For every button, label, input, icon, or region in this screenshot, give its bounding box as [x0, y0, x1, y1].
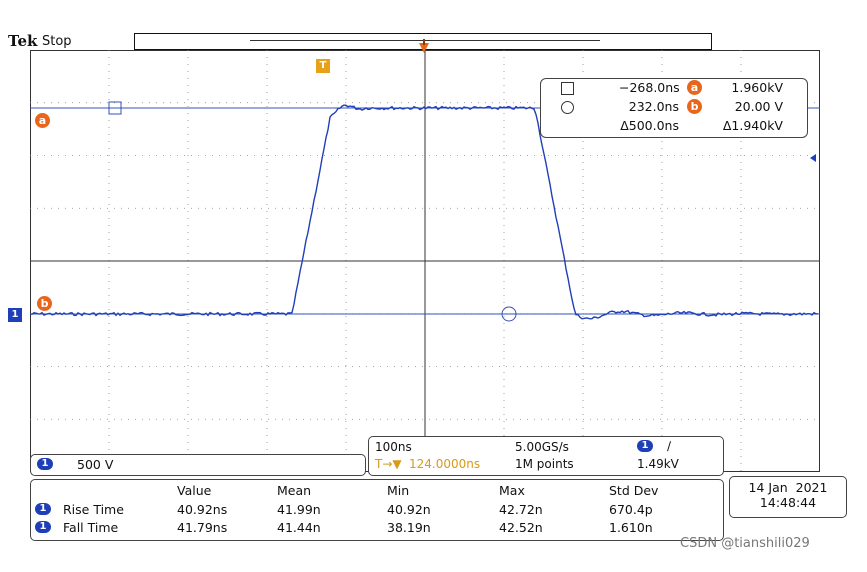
cursor-a-square[interactable] [108, 101, 122, 115]
trigger-level: 1.49kV [637, 457, 679, 471]
channel-1-ground-marker[interactable]: 1 [8, 308, 22, 322]
cursor-a-label: a [687, 80, 702, 95]
watermark: CSDN @tianshili029 [680, 536, 810, 551]
measurement-name: Fall Time [63, 520, 119, 535]
measurement-std-dev: 1.610n [609, 520, 653, 535]
cursor-b-circle[interactable] [501, 306, 517, 322]
tek-logo: Tek [8, 32, 38, 50]
measurement-min: 38.19n [387, 520, 431, 535]
measurement-name: Rise Time [63, 502, 124, 517]
measurement-max: 42.52n [499, 520, 543, 535]
date-time-box: 14 Jan 2021 14:48:44 [729, 476, 847, 518]
trigger-offset-prefix: T→▼ [375, 457, 402, 471]
cursor-a-value: 1.960kV [731, 80, 783, 95]
timebase-readout[interactable]: 100ns 5.00GS/s 1 ∕ T→▼ 124.0000ns 1M poi… [368, 436, 724, 476]
sample-rate: 5.00GS/s [515, 440, 569, 454]
trigger-channel-badge: 1 [637, 440, 653, 452]
circle-icon [561, 101, 574, 114]
header-min: Min [387, 483, 410, 498]
rising-edge-icon: ∕ [667, 439, 672, 453]
row-channel-badge: 1 [35, 503, 51, 515]
cursor-readout: −268.0ns a 1.960kV 232.0ns b 20.00 V Δ50… [540, 78, 808, 138]
time: 14:48:44 [759, 495, 817, 510]
header-mean: Mean [277, 483, 312, 498]
trigger-level-arrow [810, 154, 816, 162]
row-channel-badge: 1 [35, 521, 51, 533]
cursor-b-value: 20.00 V [734, 99, 783, 114]
trigger-offset: 124.0000ns [409, 457, 481, 471]
cursor-a-badge: a [35, 113, 50, 128]
measurement-min: 40.92n [387, 502, 431, 517]
measurement-value: 40.92ns [177, 502, 228, 517]
measurement-mean: 41.99n [277, 502, 321, 517]
channel-scale-value: 500 V [77, 457, 114, 472]
measurement-mean: 41.44n [277, 520, 321, 535]
acquisition-state: Stop [42, 34, 72, 49]
channel-scale-readout[interactable]: 1 500 V [30, 454, 366, 476]
measurement-max: 42.72n [499, 502, 543, 517]
cursor-a-time: −268.0ns [619, 80, 680, 95]
measurement-std-dev: 670.4p [609, 502, 653, 517]
cursor-delta-value: Δ1.940kV [722, 118, 783, 133]
cursor-b-time: 232.0ns [628, 99, 679, 114]
waveform-trace [30, 104, 819, 320]
trigger-position-icon: T [316, 59, 330, 73]
cursor-delta-time: Δ500.0ns [620, 118, 679, 133]
square-icon [561, 82, 574, 95]
header-value: Value [177, 483, 212, 498]
trigger-marker-icon [418, 38, 430, 53]
time-per-division: 100ns [375, 440, 412, 454]
channel-1-badge: 1 [37, 458, 53, 470]
measurements-table: Value Mean Min Max Std Dev 1 Rise Time 4… [30, 479, 724, 541]
measurement-value: 41.79ns [177, 520, 228, 535]
date: 14 Jan 2021 [748, 480, 828, 495]
header-max: Max [499, 483, 525, 498]
cursor-b-label: b [687, 99, 702, 114]
record-length: 1M points [515, 457, 574, 471]
cursor-b-badge: b [37, 296, 52, 311]
header-std-dev: Std Dev [609, 483, 659, 498]
